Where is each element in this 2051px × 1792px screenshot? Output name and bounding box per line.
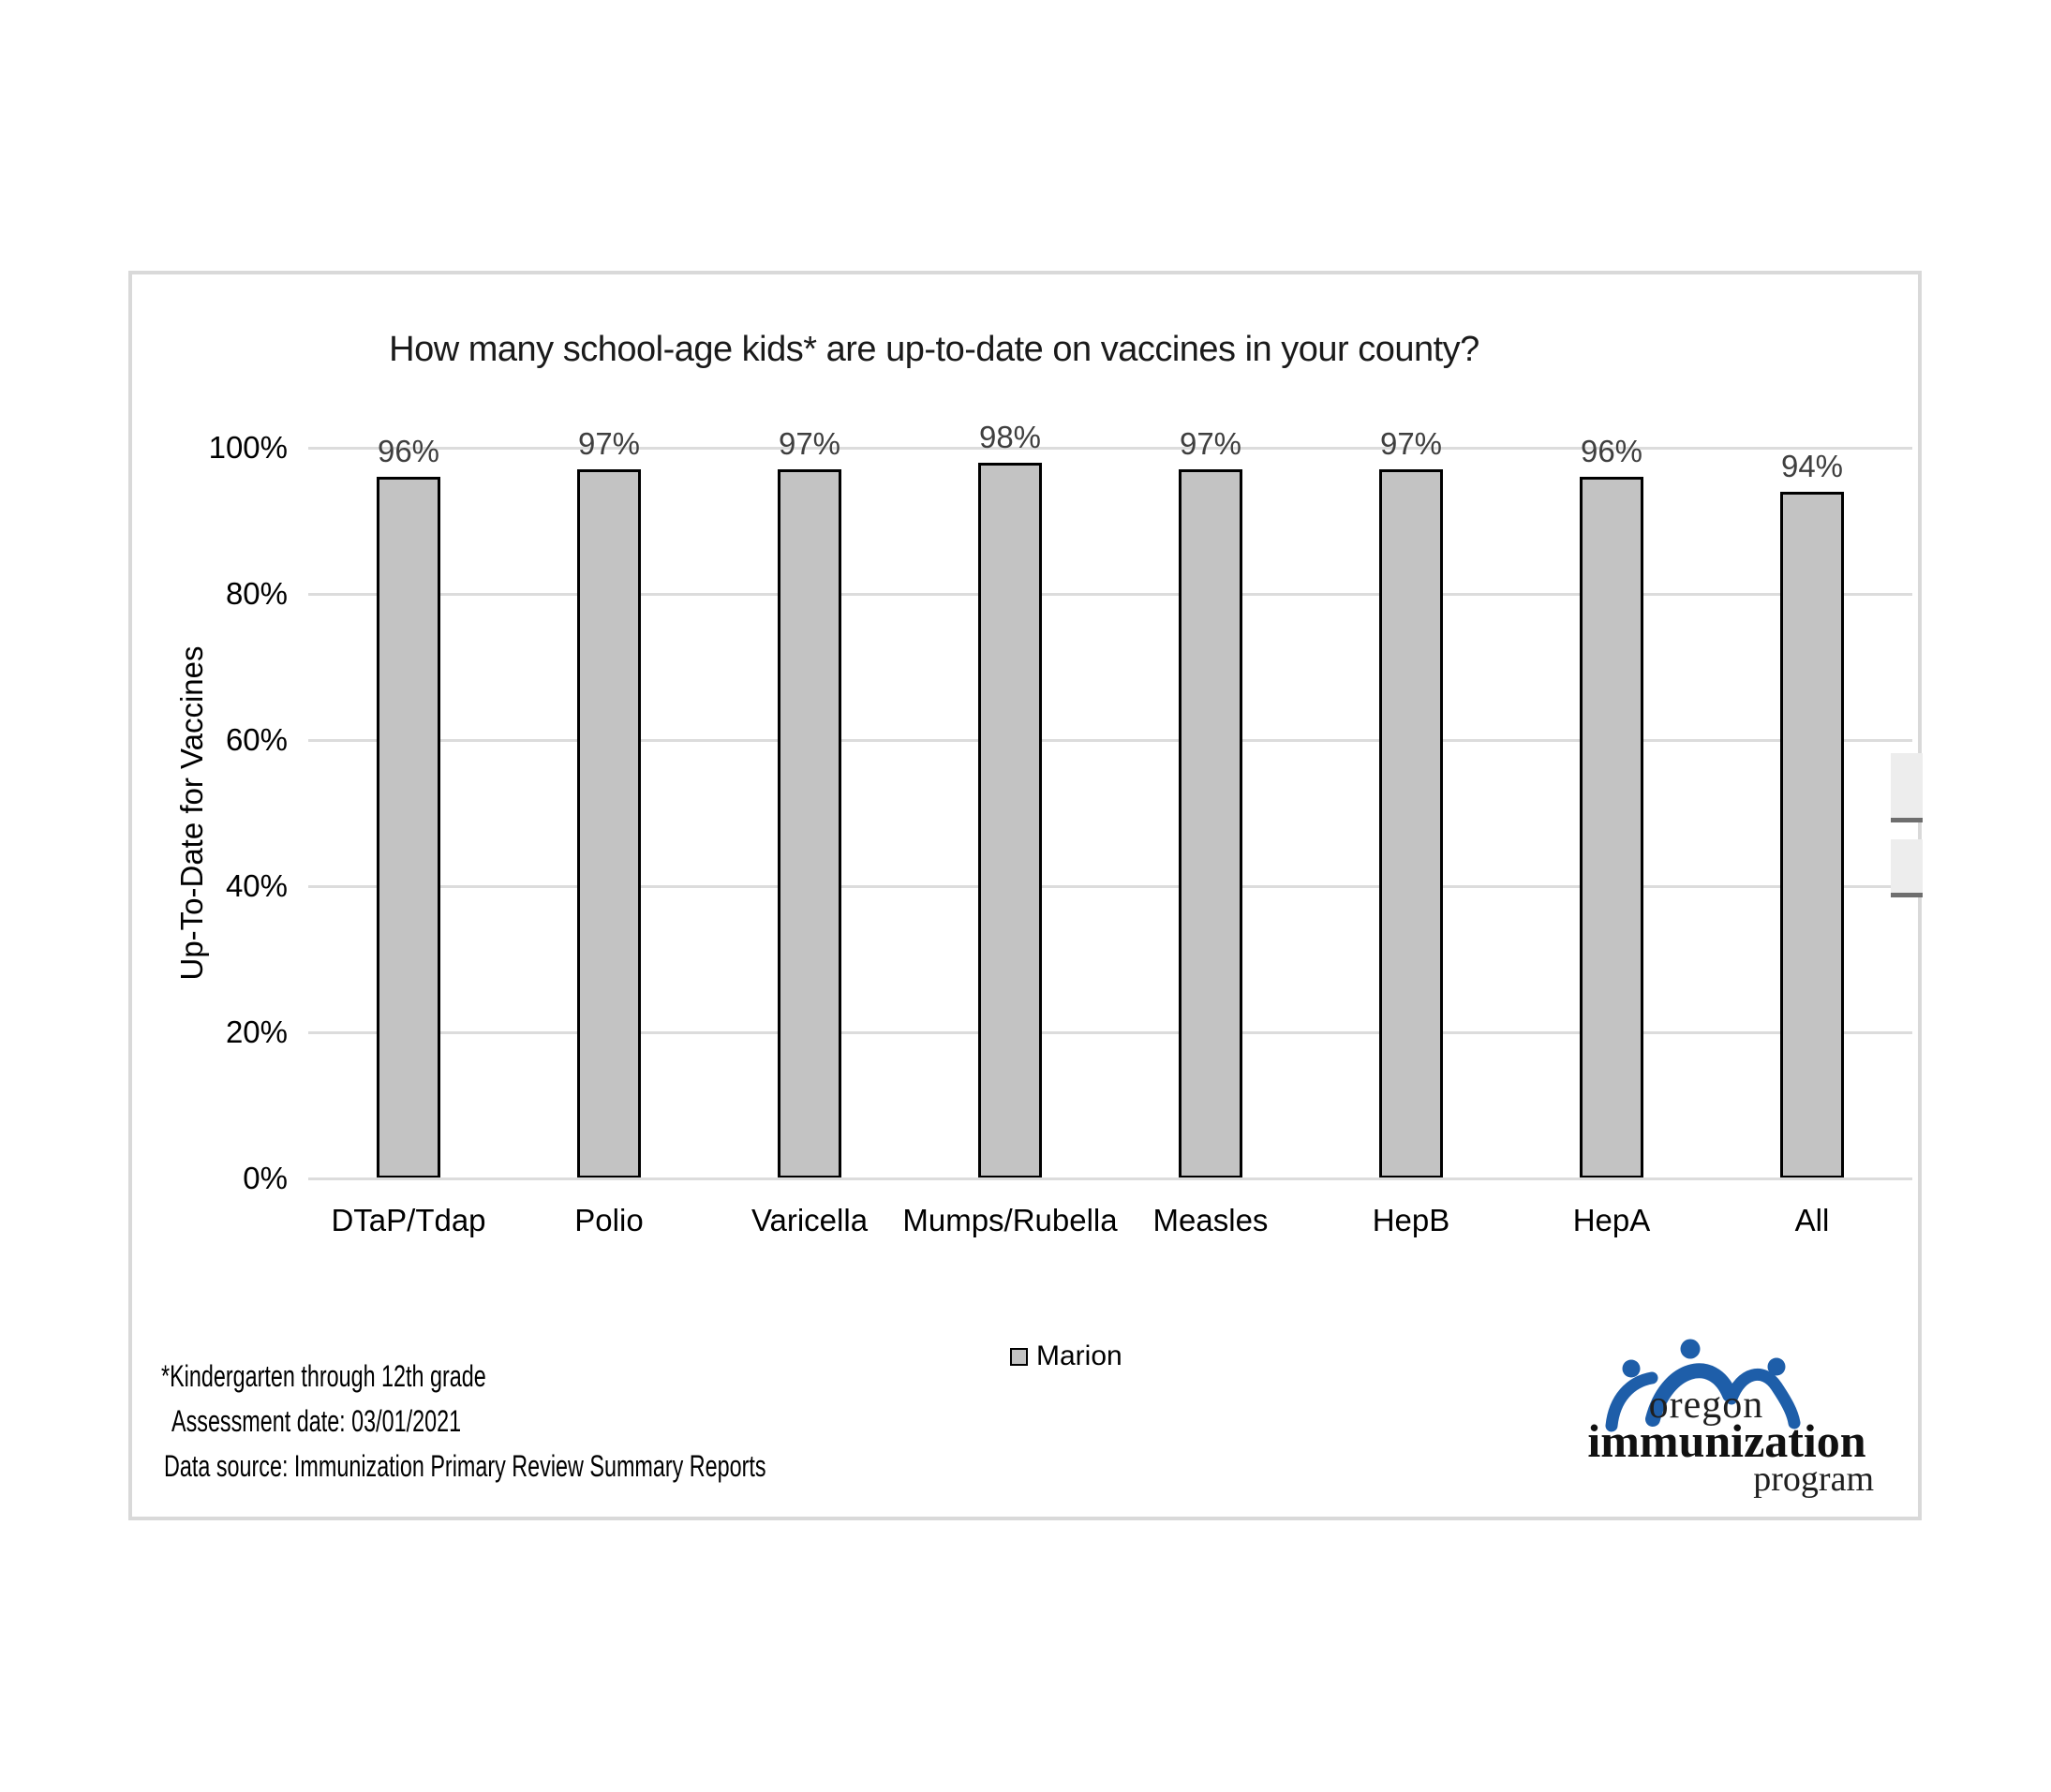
y-tick-label: 60%	[225, 722, 288, 757]
gridline	[308, 1030, 1912, 1034]
bar-value-label: 94%	[1780, 448, 1844, 483]
scrollbar-thumb-lower[interactable]	[1891, 839, 1923, 897]
bar-value-label: 97%	[778, 426, 841, 462]
x-tick-label: Measles	[1152, 1203, 1269, 1237]
logo-word-program: program	[1753, 1459, 1874, 1499]
bar-value-label: 96%	[377, 434, 440, 469]
x-tick-label: HepB	[1372, 1203, 1450, 1237]
bar	[577, 469, 641, 1178]
gridline	[308, 592, 1912, 596]
bar-value-label: 97%	[1379, 426, 1443, 462]
bar	[978, 462, 1042, 1178]
legend-marker-icon	[1010, 1347, 1028, 1366]
bar	[377, 477, 440, 1178]
logo-word-immunization: immunization	[1587, 1414, 1865, 1467]
bar	[1580, 477, 1643, 1178]
oregon-immunization-program-logo: oregon immunization program	[1587, 1339, 1874, 1499]
bar-value-label: 98%	[978, 419, 1042, 454]
gridline	[308, 738, 1912, 742]
bar	[778, 469, 841, 1178]
legend: Marion	[1010, 1340, 1122, 1372]
x-tick-label: Polio	[574, 1203, 644, 1237]
y-tick-label: 40%	[225, 868, 288, 903]
chart-title: How many school-age kids* are up-to-date…	[389, 330, 1479, 369]
bar	[1379, 469, 1443, 1178]
x-tick-label: HepA	[1572, 1203, 1651, 1237]
footnote-assessment-date: Assessment date: 03/01/2021	[171, 1404, 462, 1438]
x-tick-label: DTaP/Tdap	[331, 1203, 486, 1237]
x-tick-label: All	[1794, 1203, 1830, 1237]
x-tick-label: Mumps/Rubella	[902, 1203, 1118, 1237]
gridline	[308, 884, 1912, 888]
gridline	[308, 446, 1912, 450]
bar	[1179, 469, 1242, 1178]
footnote-grade-range: *Kindergarten through 12th grade	[161, 1359, 486, 1393]
bar-value-label: 97%	[577, 426, 641, 462]
jumping-figures-icon	[1605, 1339, 1801, 1432]
x-tick-label: Varicella	[751, 1203, 869, 1237]
bar	[1780, 491, 1844, 1178]
legend-series-label: Marion	[1036, 1340, 1122, 1371]
y-tick-label: 20%	[225, 1014, 288, 1049]
footnote-data-source: Data source: Immunization Primary Review…	[164, 1449, 766, 1483]
bar-value-label: 97%	[1179, 426, 1242, 462]
x-axis-line	[308, 1177, 1912, 1180]
logo-word-oregon: oregon	[1649, 1384, 1764, 1427]
scrollbar-thumb-upper[interactable]	[1891, 753, 1923, 822]
y-tick-label: 0%	[243, 1161, 288, 1195]
y-axis-title: Up-To-Date for Vaccines	[174, 645, 209, 981]
y-tick-label: 80%	[225, 576, 288, 611]
bar-value-label: 96%	[1580, 434, 1643, 469]
y-tick-label: 100%	[208, 430, 288, 465]
